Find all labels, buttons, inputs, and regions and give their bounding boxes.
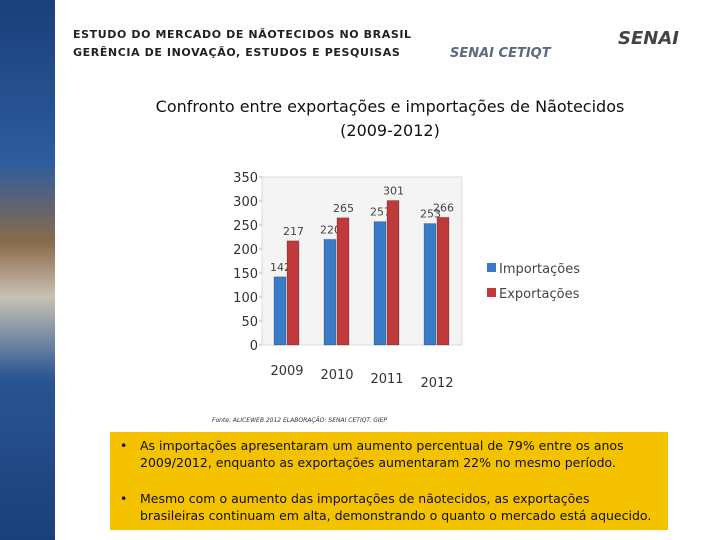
- bar: [273, 276, 287, 346]
- x-tick-label: 2009: [270, 364, 303, 379]
- x-tick-label: 2012: [420, 376, 453, 391]
- notes-box: • As importações apresentaram um aumento …: [110, 432, 668, 530]
- data-label: 142: [270, 261, 291, 274]
- bar: [423, 223, 437, 346]
- legend-swatch: [487, 288, 496, 297]
- data-label: 257: [370, 206, 391, 219]
- data-label: 301: [383, 185, 404, 198]
- chart-title-block: Confronto entre exportações e importaçõe…: [100, 95, 680, 143]
- data-label: 217: [283, 225, 304, 238]
- y-tick-label: 0: [250, 339, 258, 354]
- logo: SENAI CETIQT: [450, 46, 551, 61]
- y-tick-label: 150: [233, 267, 258, 282]
- bullet: • As importações apresentaram um aumento …: [120, 437, 658, 471]
- decorative-strip: [0, 0, 55, 540]
- data-label: 265: [333, 202, 354, 215]
- data-label: 253: [420, 208, 441, 221]
- legend-label: Importações: [499, 262, 580, 277]
- chart: 0 50 100 150 200 250 300 350 2009 142 217 2010 220 26…: [233, 171, 580, 391]
- y-tick-label: 200: [233, 243, 258, 258]
- legend-swatch: [487, 263, 496, 272]
- bar: [336, 217, 350, 346]
- plot-wall: [261, 176, 463, 346]
- y-tick-label: 300: [233, 195, 258, 210]
- bar: [323, 238, 337, 346]
- data-label: 266: [433, 201, 454, 214]
- data-label: 220: [320, 223, 341, 236]
- y-tick-label: 50: [241, 315, 258, 330]
- source: Fonte: ALICEWEB 2012 ELABORAÇÃO: SENAI C…: [212, 417, 388, 424]
- header-line: ESTUDO DO MERCADO DE NÃOTECIDOS NO BRASI…: [73, 28, 412, 41]
- bar: [373, 221, 387, 346]
- bar: [286, 240, 300, 346]
- x-tick-label: 2011: [370, 372, 403, 387]
- y-tick-label: 250: [233, 219, 258, 234]
- header-line: GERÊNCIA DE INOVAÇÃO, ESTUDOS E PESQUISA…: [73, 46, 401, 59]
- y-tick-label: 350: [233, 171, 258, 186]
- logo: SENAI: [618, 28, 679, 49]
- chart-title: Confronto entre exportações e importaçõe…: [155, 97, 625, 116]
- chart-subtitle: (2009-2012): [340, 121, 440, 140]
- bar: [436, 216, 450, 346]
- bullet-text: Mesmo com o aumento das importações de n…: [140, 491, 652, 523]
- x-tick-label: 2010: [320, 368, 353, 383]
- bullet: • Mesmo com o aumento das importações de …: [120, 490, 658, 524]
- bullet-text: As importações apresentaram um aumento p…: [140, 438, 624, 470]
- bar: [386, 200, 400, 346]
- legend-label: Exportações: [499, 287, 580, 302]
- y-tick-label: 100: [233, 291, 258, 306]
